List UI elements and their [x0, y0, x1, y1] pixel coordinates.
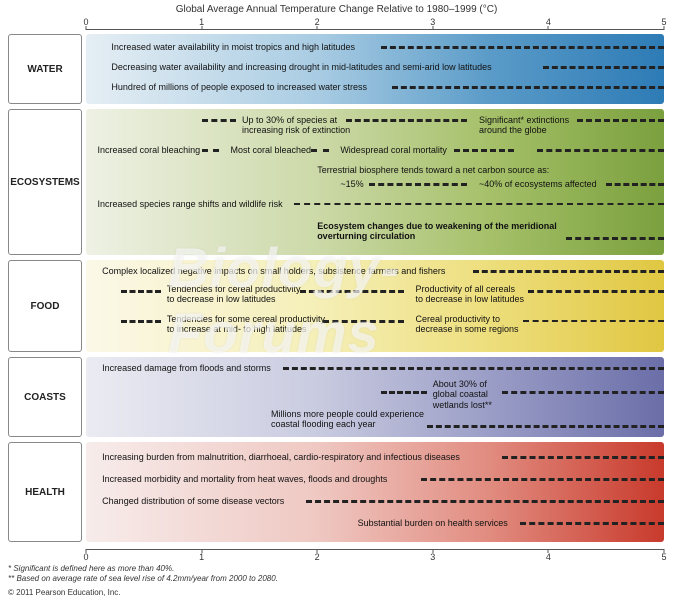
- impact-dash: [202, 119, 237, 122]
- impact-dash: [369, 183, 467, 186]
- axis-tick-mark: [432, 26, 433, 30]
- impact-dash: [566, 237, 664, 240]
- section-label-eco: ECOSYSTEMS: [8, 109, 82, 255]
- axis-tick-mark: [664, 26, 665, 30]
- section-panel-health: Increasing burden from malnutrition, dia…: [86, 442, 664, 542]
- impact-dash: [537, 149, 664, 152]
- impact-text: Millions more people could experience co…: [271, 409, 424, 430]
- footnote-2: ** Based on average rate of sea level ri…: [8, 574, 278, 584]
- impact-dash: [311, 149, 328, 152]
- impact-dash: [392, 86, 664, 89]
- impact-text: Terrestrial biosphere tends toward a net…: [317, 165, 549, 175]
- impact-text: About 30% of global coastal wetlands los…: [433, 379, 492, 410]
- section-label-health: HEALTH: [8, 442, 82, 542]
- axis-tick-label: 5: [661, 552, 666, 562]
- axis-top: 012345: [86, 18, 664, 32]
- footnote-1: * Significant is defined here as more th…: [8, 564, 278, 574]
- impact-text: Increased coral bleaching: [98, 145, 201, 155]
- axis-tick-mark: [201, 549, 202, 553]
- impact-dash: [606, 183, 664, 186]
- axis-tick-label: 1: [199, 552, 204, 562]
- impact-text: Significant* extinctions around the glob…: [479, 115, 569, 136]
- section-panel-food: Complex localized negative impacts on sm…: [86, 260, 664, 352]
- axis-tick-mark: [317, 26, 318, 30]
- impact-text: Substantial burden on health services: [358, 518, 508, 528]
- axis-tick-mark: [86, 26, 87, 30]
- impact-text: Tendencies for some cereal productivity …: [167, 314, 325, 335]
- impact-dash: [346, 119, 467, 122]
- impact-dash: [528, 290, 664, 293]
- section-label-food: FOOD: [8, 260, 82, 352]
- axis-bottom: 0 1 2 3 4 5: [86, 547, 664, 561]
- axis-tick-mark: [664, 549, 665, 553]
- section-panel-water: Increased water availability in moist tr…: [86, 34, 664, 104]
- impact-text: Widespread coral mortality: [340, 145, 447, 155]
- impact-text: Increased damage from floods and storms: [102, 363, 271, 373]
- section-label-water: WATER: [8, 34, 82, 104]
- impact-dash: [427, 425, 664, 428]
- impact-dash: [381, 391, 427, 394]
- impact-text: Cereal productivity to decrease in some …: [415, 314, 518, 335]
- axis-tick-mark: [201, 26, 202, 30]
- impact-text: ~15%: [340, 179, 363, 189]
- impact-dash: [121, 320, 161, 323]
- impact-dash: [520, 522, 665, 525]
- section-panel-coast: Increased damage from floods and storms A…: [86, 357, 664, 437]
- impact-dash: [300, 290, 404, 293]
- impact-text: Productivity of all cereals to decrease …: [415, 284, 524, 305]
- impact-dash: [577, 119, 664, 122]
- section-label-coast: COASTS: [8, 357, 82, 437]
- impact-text: Increasing burden from malnutrition, dia…: [102, 452, 460, 462]
- impact-text: Ecosystem changes due to weakening of th…: [317, 221, 557, 242]
- impact-text: ~40% of ecosystems affected: [479, 179, 597, 189]
- axis-tick-mark: [317, 549, 318, 553]
- impact-dash: [323, 320, 404, 323]
- section-panel-eco: Up to 30% of species at increasing risk …: [86, 109, 664, 255]
- impact-text: Up to 30% of species at increasing risk …: [242, 115, 350, 136]
- impact-dash: [283, 367, 664, 370]
- axis-tick-label: 2: [315, 552, 320, 562]
- impact-dash: [523, 320, 664, 322]
- impact-text: Increased water availability in moist tr…: [111, 42, 355, 52]
- impact-text: Hundred of millions of people exposed to…: [111, 82, 367, 92]
- impact-dash: [421, 478, 664, 481]
- impact-dash: [381, 46, 664, 49]
- axis-tick-mark: [548, 549, 549, 553]
- axis-tick-mark: [432, 549, 433, 553]
- footnotes: * Significant is defined here as more th…: [8, 564, 278, 584]
- impact-dash: [502, 456, 664, 459]
- impact-dash: [306, 500, 664, 503]
- impact-text: Changed distribution of some disease vec…: [102, 496, 284, 506]
- impact-dash: [543, 66, 664, 69]
- impact-text: Tendencies for cereal productivity to de…: [167, 284, 301, 305]
- copyright: © 2011 Pearson Education, Inc.: [8, 588, 120, 597]
- impact-dash: [473, 270, 664, 273]
- axis-tick-label: 3: [430, 552, 435, 562]
- axis-tick-label: 4: [546, 552, 551, 562]
- impact-text: Most coral bleached: [231, 145, 312, 155]
- impact-text: Increased species range shifts and wildl…: [98, 199, 283, 209]
- axis-tick-mark: [86, 549, 87, 553]
- axis-tick-label: 0: [83, 552, 88, 562]
- impact-dash: [294, 203, 664, 205]
- impact-text: Complex localized negative impacts on sm…: [102, 266, 445, 276]
- impact-text: Increased morbidity and mortality from h…: [102, 474, 387, 484]
- impact-dash: [202, 149, 219, 152]
- impact-dash: [454, 149, 514, 152]
- chart-title: Global Average Annual Temperature Change…: [0, 4, 673, 15]
- impact-dash: [502, 391, 664, 394]
- impact-dash: [121, 290, 161, 293]
- axis-tick-mark: [548, 26, 549, 30]
- impact-text: Decreasing water availability and increa…: [111, 62, 491, 72]
